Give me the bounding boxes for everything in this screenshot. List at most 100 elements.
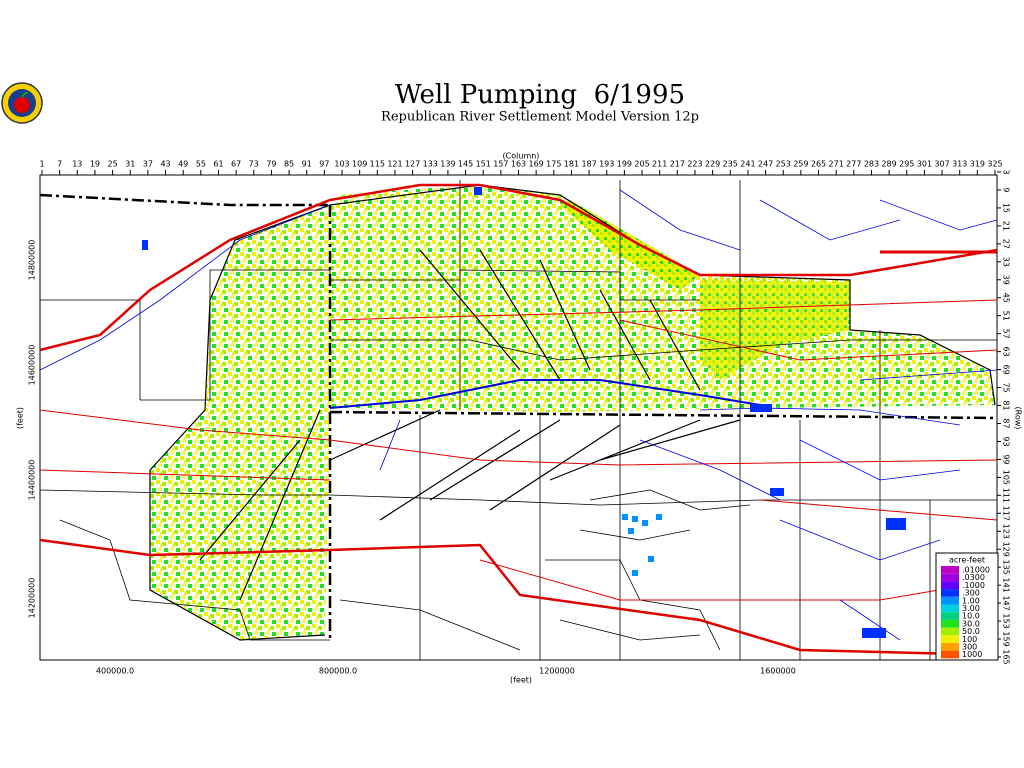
row-tick-label: 105	[1002, 470, 1011, 485]
column-tick-label: 235	[723, 160, 738, 169]
column-label: (Column)	[503, 152, 540, 161]
legend-swatch	[941, 627, 959, 636]
column-tick-label: 139	[440, 160, 455, 169]
column-tick-label: 7	[57, 160, 62, 169]
column-tick-label: 91	[302, 160, 312, 169]
row-tick-label: 87	[1002, 418, 1011, 428]
y-label: (feet)	[16, 407, 25, 429]
column-tick-label: 295	[899, 160, 914, 169]
roads	[39, 183, 998, 657]
legend-swatch	[941, 573, 959, 582]
column-tick-label: 109	[352, 160, 367, 169]
column-tick-label: 31	[125, 160, 135, 169]
column-tick-label: 13	[72, 160, 82, 169]
column-tick-label: 43	[160, 160, 170, 169]
legend: acre-feet .01000.0300.1000.3001.003.0010…	[935, 552, 999, 661]
legend-label: .300	[962, 589, 980, 598]
legend-label: 3.00	[962, 604, 980, 613]
column-tick-label: 259	[793, 160, 808, 169]
column-tick-label: 55	[196, 160, 206, 169]
column-tick-label: 187	[581, 160, 596, 169]
row-tick-label: 159	[1002, 631, 1011, 646]
legend-swatch	[941, 589, 959, 597]
column-tick-label: 67	[231, 160, 241, 169]
column-tick-label: 205	[634, 160, 649, 169]
row-tick-label: 153	[1002, 613, 1011, 628]
row-tick-label: 147	[1002, 595, 1011, 610]
column-tick-label: 265	[811, 160, 826, 169]
row-tick-label: 63	[1002, 347, 1011, 357]
column-tick-label: 301	[917, 160, 932, 169]
legend-label: 10.0	[962, 612, 980, 621]
column-tick-label: 163	[511, 160, 526, 169]
pumping-dense	[560, 200, 700, 290]
row-tick-label: 45	[1002, 293, 1011, 303]
row-tick-label: 165	[1002, 649, 1011, 664]
column-tick-label: 157	[493, 160, 508, 169]
column-tick-label: 169	[529, 160, 544, 169]
row-tick-label: 81	[1002, 400, 1011, 410]
column-tick-label: 97	[319, 160, 329, 169]
y-tick-label: 14800000	[28, 240, 37, 281]
row-tick-label: 141	[1002, 578, 1011, 593]
column-tick-label: 37	[143, 160, 153, 169]
column-tick-label: 199	[617, 160, 632, 169]
row-tick-label: 27	[1002, 239, 1011, 249]
column-tick-label: 85	[284, 160, 294, 169]
legend-label: 30.0	[962, 619, 980, 628]
column-tick-label: 61	[213, 160, 223, 169]
state-line	[39, 193, 998, 640]
column-tick-label: 253	[776, 160, 791, 169]
legend-swatch	[941, 619, 959, 628]
column-tick-label: 121	[387, 160, 402, 169]
row-tick-label: 69	[1002, 364, 1011, 374]
column-tick-label: 73	[249, 160, 259, 169]
column-tick-label: 181	[564, 160, 579, 169]
column-tick-label: 307	[934, 160, 949, 169]
x-tick-label: 800000.0	[319, 667, 357, 676]
subtitle: Republican River Settlement Model Versio…	[381, 110, 699, 125]
column-tick-label: 277	[846, 160, 861, 169]
legend-label: 100	[962, 635, 977, 644]
row-label: (Row)	[1014, 407, 1023, 430]
row-tick-label: 15	[1002, 203, 1011, 213]
column-tick-label: 247	[758, 160, 773, 169]
legend-label: 300	[962, 643, 977, 652]
logo	[1, 82, 43, 124]
row-tick-label: 51	[1002, 311, 1011, 321]
legend-label: .1000	[962, 581, 985, 590]
column-tick-label: 175	[546, 160, 561, 169]
row-tick-label: 75	[1002, 382, 1011, 392]
legend-label: 1000	[962, 650, 982, 659]
lakes	[142, 187, 906, 638]
row-tick-label: 99	[1002, 454, 1011, 464]
legend-swatch	[941, 650, 959, 659]
column-tick-label: 145	[458, 160, 473, 169]
column-tick-label: 151	[476, 160, 491, 169]
legend-title: acre-feet	[949, 556, 985, 565]
row-tick-label: 129	[1002, 542, 1011, 557]
column-tick-label: 211	[652, 160, 667, 169]
x-label: (feet)	[510, 676, 532, 685]
rivers	[39, 189, 998, 641]
x-tick-label: 1200000	[539, 667, 575, 676]
column-tick-label: 19	[90, 160, 100, 169]
legend-label: .0300	[962, 573, 985, 582]
y-tick-label: 14400000	[28, 460, 37, 501]
column-tick-label: 271	[829, 160, 844, 169]
column-tick-label: 49	[178, 160, 188, 169]
column-tick-label: 229	[705, 160, 720, 169]
row-tick-label: 135	[1002, 560, 1011, 575]
legend-swatch	[941, 581, 959, 590]
column-tick-label: 193	[599, 160, 614, 169]
pumping-dense	[700, 280, 850, 380]
row-tick-label: 57	[1002, 329, 1011, 339]
column-tick-label: 127	[405, 160, 420, 169]
column-tick-label: 217	[670, 160, 685, 169]
column-tick-label: 133	[423, 160, 438, 169]
row-tick-label: 117	[1002, 506, 1011, 521]
map	[39, 174, 998, 661]
row-tick-label: 21	[1002, 221, 1011, 231]
row-tick-label: 123	[1002, 524, 1011, 539]
